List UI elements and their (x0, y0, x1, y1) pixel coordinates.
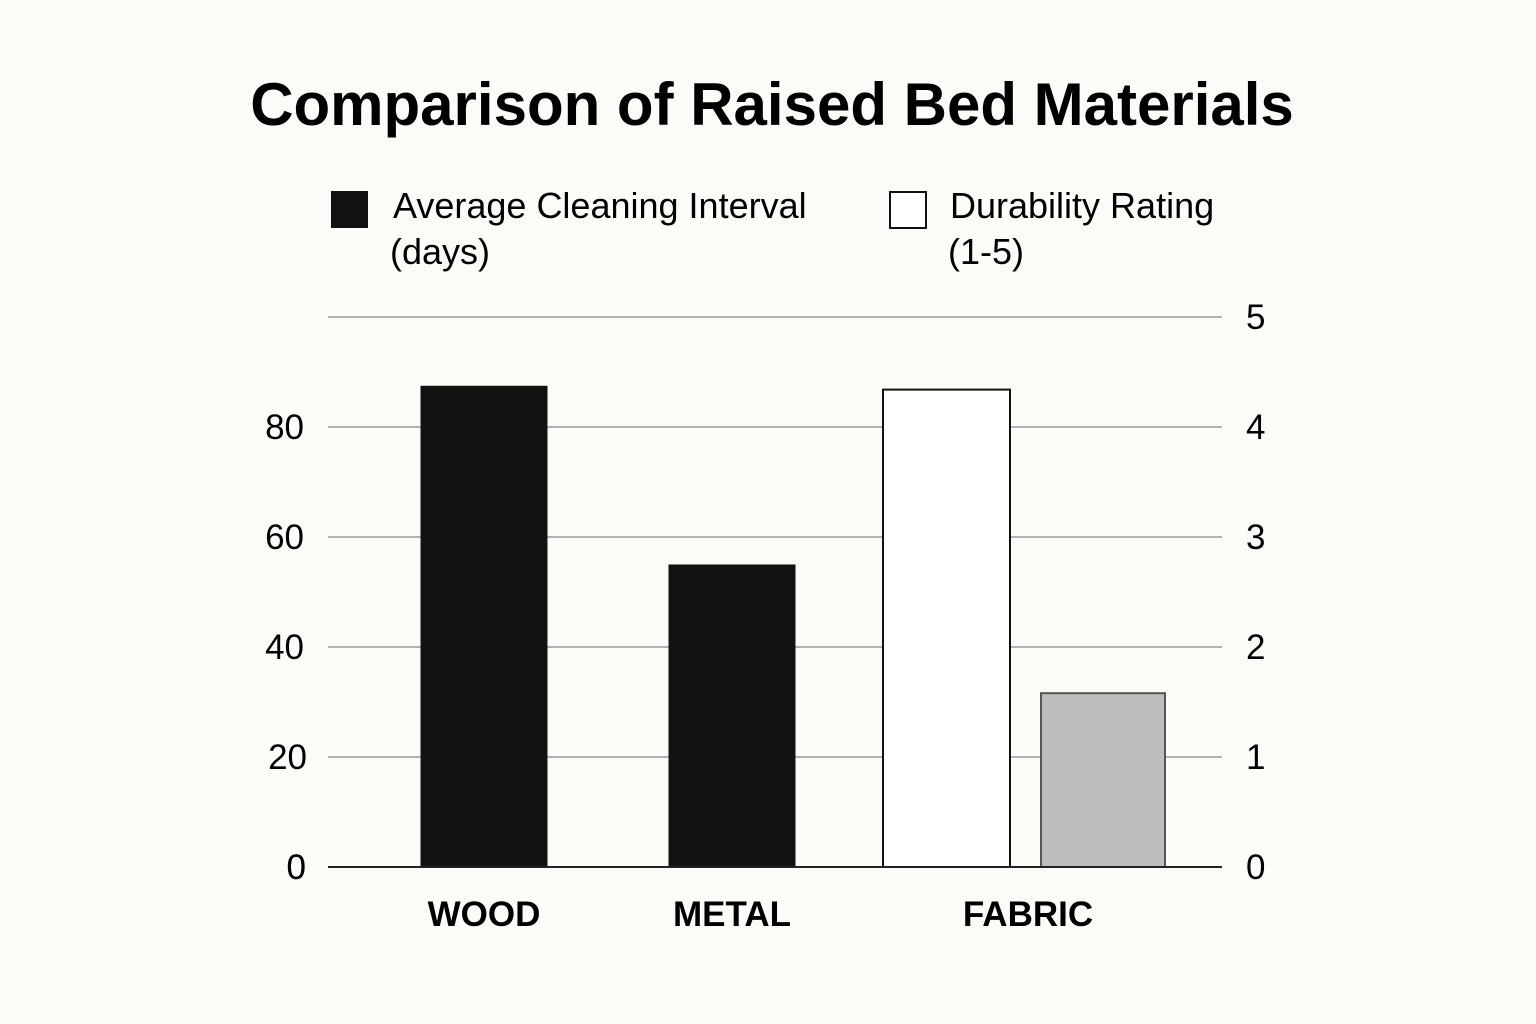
bar-fabric-gray (1040, 692, 1166, 869)
right-tick-label: 3 (1246, 518, 1265, 557)
left-tick-label: 0 (287, 848, 306, 887)
legend-label-durability-rating-line2: (1-5) (948, 231, 1024, 272)
bar-fabric-series-2 (882, 388, 1011, 868)
right-tick-label: 4 (1246, 408, 1265, 447)
legend-swatch-durability-rating (889, 191, 927, 229)
bar-wood-series-1 (420, 385, 548, 867)
category-label-metal: METAL (673, 895, 791, 934)
left-tick-label: 60 (265, 518, 304, 557)
legend-label-cleaning-interval-line2: (days) (390, 231, 490, 272)
category-label-wood: WOOD (428, 895, 541, 934)
bars (420, 385, 1166, 869)
legend-swatch-cleaning-interval (331, 191, 368, 228)
right-tick-label: 5 (1246, 298, 1265, 337)
left-tick-label: 20 (268, 738, 307, 777)
category-label-fabric: FABRIC (963, 895, 1093, 934)
left-tick-label: 0 (287, 848, 306, 887)
left-tick-label: 40 (265, 628, 304, 667)
right-tick-label: 1 (1246, 738, 1265, 777)
left-tick-label: 80 (265, 408, 304, 447)
bar-metal-series-1 (668, 564, 796, 867)
chart-title: Comparison of Raised Bed Materials (250, 71, 1294, 138)
right-tick-label: 2 (1246, 628, 1265, 667)
legend-label-cleaning-interval-line1: Average Cleaning Interval (393, 185, 807, 226)
legend-label-durability-rating-line1: Durability Rating (950, 185, 1214, 226)
right-tick-label: 0 (1246, 848, 1265, 887)
